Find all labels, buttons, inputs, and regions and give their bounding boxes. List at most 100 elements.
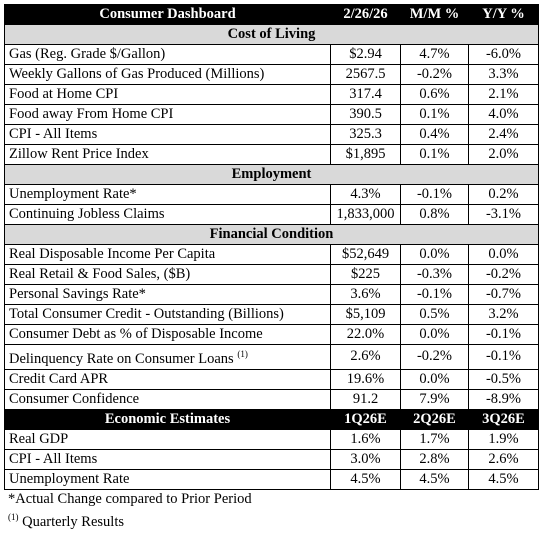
value-cell: -0.2% — [400, 344, 469, 370]
value-cell: -0.1% — [400, 284, 469, 305]
header-row: Economic Estimates 1Q26E 2Q26E 3Q26E — [4, 408, 539, 430]
label-text: CPI - All Items — [9, 126, 98, 142]
column-header: Y/Y % — [468, 4, 539, 25]
value-cell: 3.2% — [468, 304, 539, 325]
data-row: Real Retail & Food Sales, ($B) $225 -0.3% -… — [4, 264, 539, 285]
label-text: Delinquency Rate on Consumer Loans — [9, 350, 234, 367]
value-cell: -0.1% — [400, 184, 469, 205]
row-label: Real Disposable Income Per Capita — [4, 244, 331, 265]
value-cell: $5,109 — [330, 304, 401, 325]
value-cell: 4.7% — [400, 44, 469, 65]
dashboard-table: Consumer Dashboard 2/26/26 M/M % Y/Y % Cost … — [4, 4, 539, 490]
value-cell: 2.1% — [468, 84, 539, 105]
value-cell: -3.1% — [468, 204, 539, 225]
section-title: Cost of Living — [4, 24, 539, 45]
row-label: Real GDP — [4, 428, 331, 450]
data-row: Unemployment Rate 4.5% 4.5% 4.5% — [4, 468, 539, 490]
value-cell: 4.0% — [468, 104, 539, 125]
value-cell: -0.3% — [400, 264, 469, 285]
data-row: Personal Savings Rate* 3.6% -0.1% -0.7% — [4, 284, 539, 305]
value-cell: 1.7% — [400, 428, 469, 450]
value-cell: -0.5% — [468, 368, 539, 390]
section-row: Employment — [4, 164, 539, 185]
value-cell: 0.0% — [400, 368, 469, 390]
data-row: Gas (Reg. Grade $/Gallon) $2.94 4.7% -6.0% — [4, 44, 539, 65]
value-cell: 317.4 — [330, 84, 401, 105]
value-cell: 19.6% — [330, 368, 401, 390]
data-row: Unemployment Rate* 4.3% -0.1% 0.2% — [4, 184, 539, 205]
value-cell: 0.6% — [400, 84, 469, 105]
value-cell: $52,649 — [330, 244, 401, 265]
header-row: Consumer Dashboard 2/26/26 M/M % Y/Y % — [4, 4, 539, 25]
value-cell: -0.1% — [468, 324, 539, 345]
row-label: Weekly Gallons of Gas Produced (Millions… — [4, 64, 331, 85]
data-row: Food away From Home CPI 390.5 0.1% 4.0% — [4, 104, 539, 125]
data-row: Continuing Jobless Claims 1,833,000 0.8% -3… — [4, 204, 539, 225]
row-label: Zillow Rent Price Index — [4, 144, 331, 165]
label-text: Food at Home CPI — [9, 86, 119, 102]
label-text: Unemployment Rate — [9, 470, 130, 487]
value-cell: 2.0% — [468, 144, 539, 165]
label-text: Total Consumer Credit - Outstanding (Bil… — [9, 306, 284, 322]
label-text: Unemployment Rate* — [9, 186, 137, 202]
value-cell: -0.7% — [468, 284, 539, 305]
value-cell: 2.4% — [468, 124, 539, 145]
value-cell: 1.9% — [468, 428, 539, 450]
row-label: Delinquency Rate on Consumer Loans (1) — [4, 344, 331, 370]
row-label: Consumer Debt as % of Disposable Income — [4, 324, 331, 345]
column-header: 3Q26E — [468, 408, 539, 430]
value-cell: $225 — [330, 264, 401, 285]
value-cell: 390.5 — [330, 104, 401, 125]
data-row: CPI - All Items 325.3 0.4% 2.4% — [4, 124, 539, 145]
row-label: Total Consumer Credit - Outstanding (Bil… — [4, 304, 331, 325]
value-cell: 0.0% — [468, 244, 539, 265]
header-title: Economic Estimates — [4, 408, 331, 430]
value-cell: 0.8% — [400, 204, 469, 225]
label-text: Real Retail & Food Sales, ($B) — [9, 266, 191, 282]
value-cell: 0.0% — [400, 244, 469, 265]
row-label: Food at Home CPI — [4, 84, 331, 105]
value-cell: 0.1% — [400, 104, 469, 125]
row-label: Gas (Reg. Grade $/Gallon) — [4, 44, 331, 65]
value-cell: 0.1% — [400, 144, 469, 165]
value-cell: 0.0% — [400, 324, 469, 345]
value-cell: -8.9% — [468, 388, 539, 410]
value-cell: 325.3 — [330, 124, 401, 145]
value-cell: $2.94 — [330, 44, 401, 65]
data-row: Consumer Confidence 91.2 7.9% -8.9% — [4, 388, 539, 410]
section-title: Employment — [4, 164, 539, 185]
row-label: Personal Savings Rate* — [4, 284, 331, 305]
value-cell: 2.8% — [400, 448, 469, 470]
value-cell: 0.2% — [468, 184, 539, 205]
label-text: Real Disposable Income Per Capita — [9, 246, 216, 262]
column-header: 2Q26E — [400, 408, 469, 430]
label-text: Continuing Jobless Claims — [9, 206, 165, 222]
footnote: *Actual Change compared to Prior Period — [8, 491, 252, 507]
data-row: Real GDP 1.6% 1.7% 1.9% — [4, 428, 539, 450]
row-label: Food away From Home CPI — [4, 104, 331, 125]
value-cell: 4.5% — [468, 468, 539, 490]
label-text: Consumer Debt as % of Disposable Income — [9, 326, 263, 342]
label-text: CPI - All Items — [9, 450, 98, 467]
value-cell: 3.6% — [330, 284, 401, 305]
value-cell: 3.0% — [330, 448, 401, 470]
column-header: M/M % — [400, 4, 469, 25]
data-row: CPI - All Items 3.0% 2.8% 2.6% — [4, 448, 539, 470]
value-cell: 2.6% — [468, 448, 539, 470]
label-text: Zillow Rent Price Index — [9, 146, 149, 162]
value-cell: 0.4% — [400, 124, 469, 145]
row-label: Real Retail & Food Sales, ($B) — [4, 264, 331, 285]
value-cell: -0.2% — [468, 264, 539, 285]
value-cell: 3.3% — [468, 64, 539, 85]
data-row: Delinquency Rate on Consumer Loans (1) 2.… — [4, 344, 539, 370]
data-row: Real Disposable Income Per Capita $52,649… — [4, 244, 539, 265]
data-row: Zillow Rent Price Index $1,895 0.1% 2.0% — [4, 144, 539, 165]
value-cell: 4.3% — [330, 184, 401, 205]
value-cell: 91.2 — [330, 388, 401, 410]
value-cell: -0.2% — [400, 64, 469, 85]
header-title: Consumer Dashboard — [4, 4, 331, 25]
data-row: Consumer Debt as % of Disposable Income 2… — [4, 324, 539, 345]
value-cell: 1.6% — [330, 428, 401, 450]
data-row: Total Consumer Credit - Outstanding (Bil… — [4, 304, 539, 325]
